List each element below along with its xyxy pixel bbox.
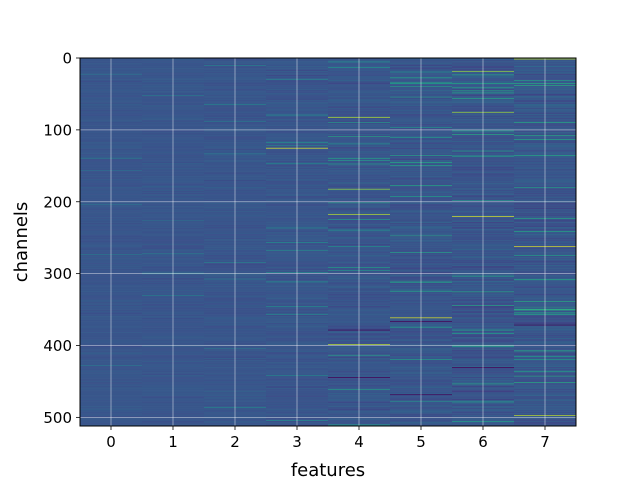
y-axis-ticks: 0 100 200 300 400 500 [43, 50, 80, 427]
x-tick-label: 2 [230, 433, 240, 451]
x-tick-label: 0 [106, 433, 116, 451]
grid-lines [80, 57, 576, 426]
x-tick-label: 3 [292, 433, 302, 451]
y-tick-label: 400 [43, 337, 72, 355]
y-axis-label: channels [11, 202, 32, 283]
plot-frame [79, 57, 577, 427]
heatmap-cells [80, 58, 577, 427]
x-axis-label: features [291, 460, 365, 480]
x-tick-label: 5 [416, 433, 426, 451]
y-tick-label: 200 [43, 193, 72, 211]
x-tick-label: 6 [478, 433, 488, 451]
x-tick-label: 7 [540, 433, 550, 451]
x-tick-label: 1 [168, 433, 178, 451]
x-tick-label: 4 [354, 433, 364, 451]
y-tick-label: 300 [43, 265, 72, 283]
y-tick-label: 0 [62, 50, 72, 68]
x-axis-ticks: 0 1 2 3 4 5 6 7 [106, 426, 550, 451]
y-tick-label: 100 [43, 121, 72, 139]
y-tick-label: 500 [43, 409, 72, 427]
